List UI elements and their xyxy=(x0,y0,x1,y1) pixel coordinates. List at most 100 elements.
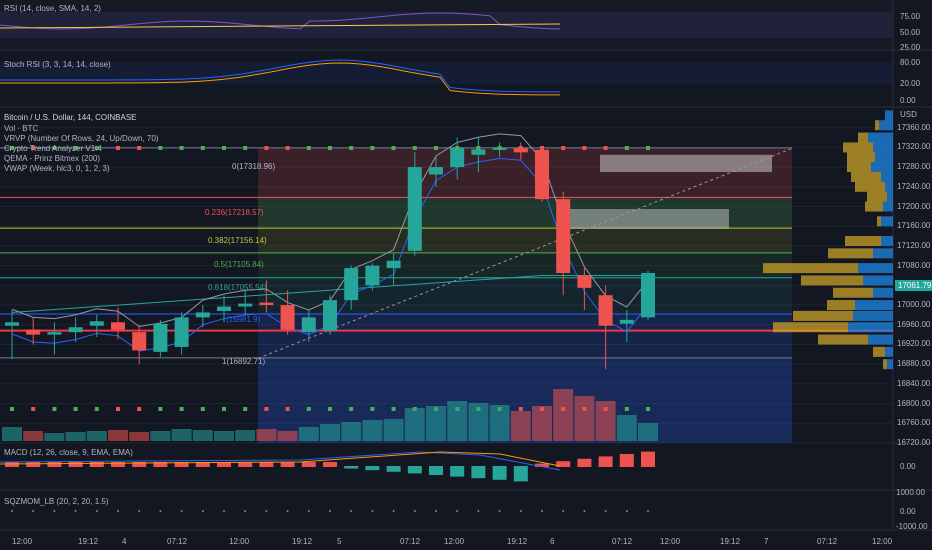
price-tick-label: 16920.00 xyxy=(897,339,931,349)
trend-dot xyxy=(158,146,163,150)
vwap-line xyxy=(11,275,648,313)
volume-bar xyxy=(2,427,22,441)
indicator-trend-analyzer[interactable]: Crypto Trend Analyzer V1.4 xyxy=(4,144,102,153)
candle-body xyxy=(280,305,295,330)
vrvp-up-bar xyxy=(855,300,893,311)
sqz-dot xyxy=(562,510,565,512)
trend-dot xyxy=(200,146,205,150)
indicator-vrvp[interactable]: VRVP (Number Of Rows, 24, Up/Down, 70) xyxy=(4,134,159,143)
vrvp-down-bar xyxy=(801,275,863,286)
trend-dot xyxy=(243,146,248,150)
time-tick-label: 4 xyxy=(122,537,127,546)
candle-body xyxy=(365,265,380,286)
vrvp-up-bar xyxy=(868,132,893,143)
vrvp-down-bar xyxy=(763,263,858,274)
sqz-dot xyxy=(201,510,204,512)
fib-label-0382: 0.382(17156.14) xyxy=(208,236,267,245)
macd-histogram-bar xyxy=(217,462,231,467)
time-tick-label: 12:00 xyxy=(444,537,465,546)
trend-dot xyxy=(179,407,184,411)
candle-body xyxy=(471,149,486,155)
price-tick-label: 17240.00 xyxy=(897,181,931,191)
rsi-line xyxy=(0,12,561,30)
fib-label-0618: 0.618(17055.54) xyxy=(208,283,267,292)
volume-bar xyxy=(192,430,213,441)
macd-histogram-bar xyxy=(471,466,486,479)
volume-bar xyxy=(638,423,658,441)
macd-histogram-bar xyxy=(513,466,528,482)
sqz-tick-neg1000: -1000.00 xyxy=(896,522,928,531)
macd-title[interactable]: MACD (12, 26, close, 9, EMA, EMA) xyxy=(4,448,133,457)
sqz-dot xyxy=(329,510,331,512)
trend-dot xyxy=(222,146,226,150)
macd-histogram-bar xyxy=(344,466,359,469)
candle-body xyxy=(556,199,571,274)
sqz-dot xyxy=(117,510,119,512)
indicator-vwap[interactable]: VWAP (Week, hlc3, 0, 1, 2, 3) xyxy=(4,164,110,173)
trend-dot xyxy=(306,407,311,411)
volume-bar xyxy=(65,432,86,441)
vrvp-up-bar xyxy=(868,334,893,345)
macd-histogram-bar xyxy=(577,458,592,467)
trend-dot xyxy=(200,407,205,411)
trend-dot xyxy=(603,146,608,150)
sqz-dot xyxy=(477,510,480,512)
sqzmom-title[interactable]: SQZMOM_LB (20, 2, 20, 1.5) xyxy=(4,497,109,506)
vrvp-down-bar xyxy=(851,171,881,182)
time-tick-label: 07:12 xyxy=(167,537,188,546)
time-tick-label: 07:12 xyxy=(612,537,633,546)
sqz-dot xyxy=(647,510,649,512)
currency-label: USD xyxy=(900,110,917,119)
trend-dot xyxy=(10,146,14,150)
volume-bar xyxy=(553,389,574,441)
trend-dot xyxy=(624,407,629,411)
volume-bar xyxy=(447,401,468,441)
trend-dot xyxy=(349,146,354,150)
sqz-dot xyxy=(244,510,247,512)
sqz-dot xyxy=(32,510,35,512)
trend-dot xyxy=(73,146,78,150)
macd-histogram-bar xyxy=(132,462,147,467)
volume-bar xyxy=(426,406,446,441)
sqz-dot xyxy=(625,510,628,512)
candle-body xyxy=(5,322,19,326)
sqz-dot xyxy=(138,510,141,512)
vrvp-down-bar xyxy=(833,287,873,298)
candle-body xyxy=(259,302,274,306)
macd-histogram-bar xyxy=(598,456,613,467)
trend-dot xyxy=(10,407,14,411)
volume-bar xyxy=(129,432,150,441)
vrvp-up-bar xyxy=(848,322,893,333)
symbol-title[interactable]: Bitcoin / U.S. Dollar, 144, COINBASE xyxy=(4,113,137,122)
sqz-dot xyxy=(519,510,522,512)
volume-bar xyxy=(214,431,234,441)
fib-label-0786: (16981.9) xyxy=(226,315,261,324)
volume-bar xyxy=(404,408,425,441)
vrvp-up-bar xyxy=(887,191,893,202)
trend-dot xyxy=(391,146,396,150)
macd-histogram-bar xyxy=(195,462,210,467)
vrvp-down-bar xyxy=(877,216,881,227)
stoch-rsi-title[interactable]: Stoch RSI (3, 3, 14, 14, close) xyxy=(4,60,111,69)
sqz-dot xyxy=(159,510,162,512)
sqz-dot xyxy=(350,510,353,512)
volume-bar xyxy=(320,424,340,441)
vrvp-down-bar xyxy=(855,181,885,192)
rsi-title[interactable]: RSI (14, close, SMA, 14, 2) xyxy=(4,4,101,13)
trend-dot xyxy=(624,146,629,150)
macd-tick-0: 0.00 xyxy=(900,462,916,471)
trend-dot xyxy=(94,146,99,150)
candle-body xyxy=(429,167,443,175)
vrvp-up-bar xyxy=(881,236,893,247)
time-tick-label: 6 xyxy=(550,537,555,546)
vrvp-up-bar xyxy=(885,346,893,357)
volume-bar xyxy=(468,403,489,441)
sqz-dot xyxy=(604,510,607,512)
sqz-dot xyxy=(307,510,310,512)
macd-histogram-bar xyxy=(26,462,41,467)
indicator-qema[interactable]: QEMA - Prinz Bitmex (200) xyxy=(4,154,101,163)
indicator-vol[interactable]: Vol · BTC xyxy=(4,124,39,133)
time-tick-label: 19:12 xyxy=(78,537,99,546)
